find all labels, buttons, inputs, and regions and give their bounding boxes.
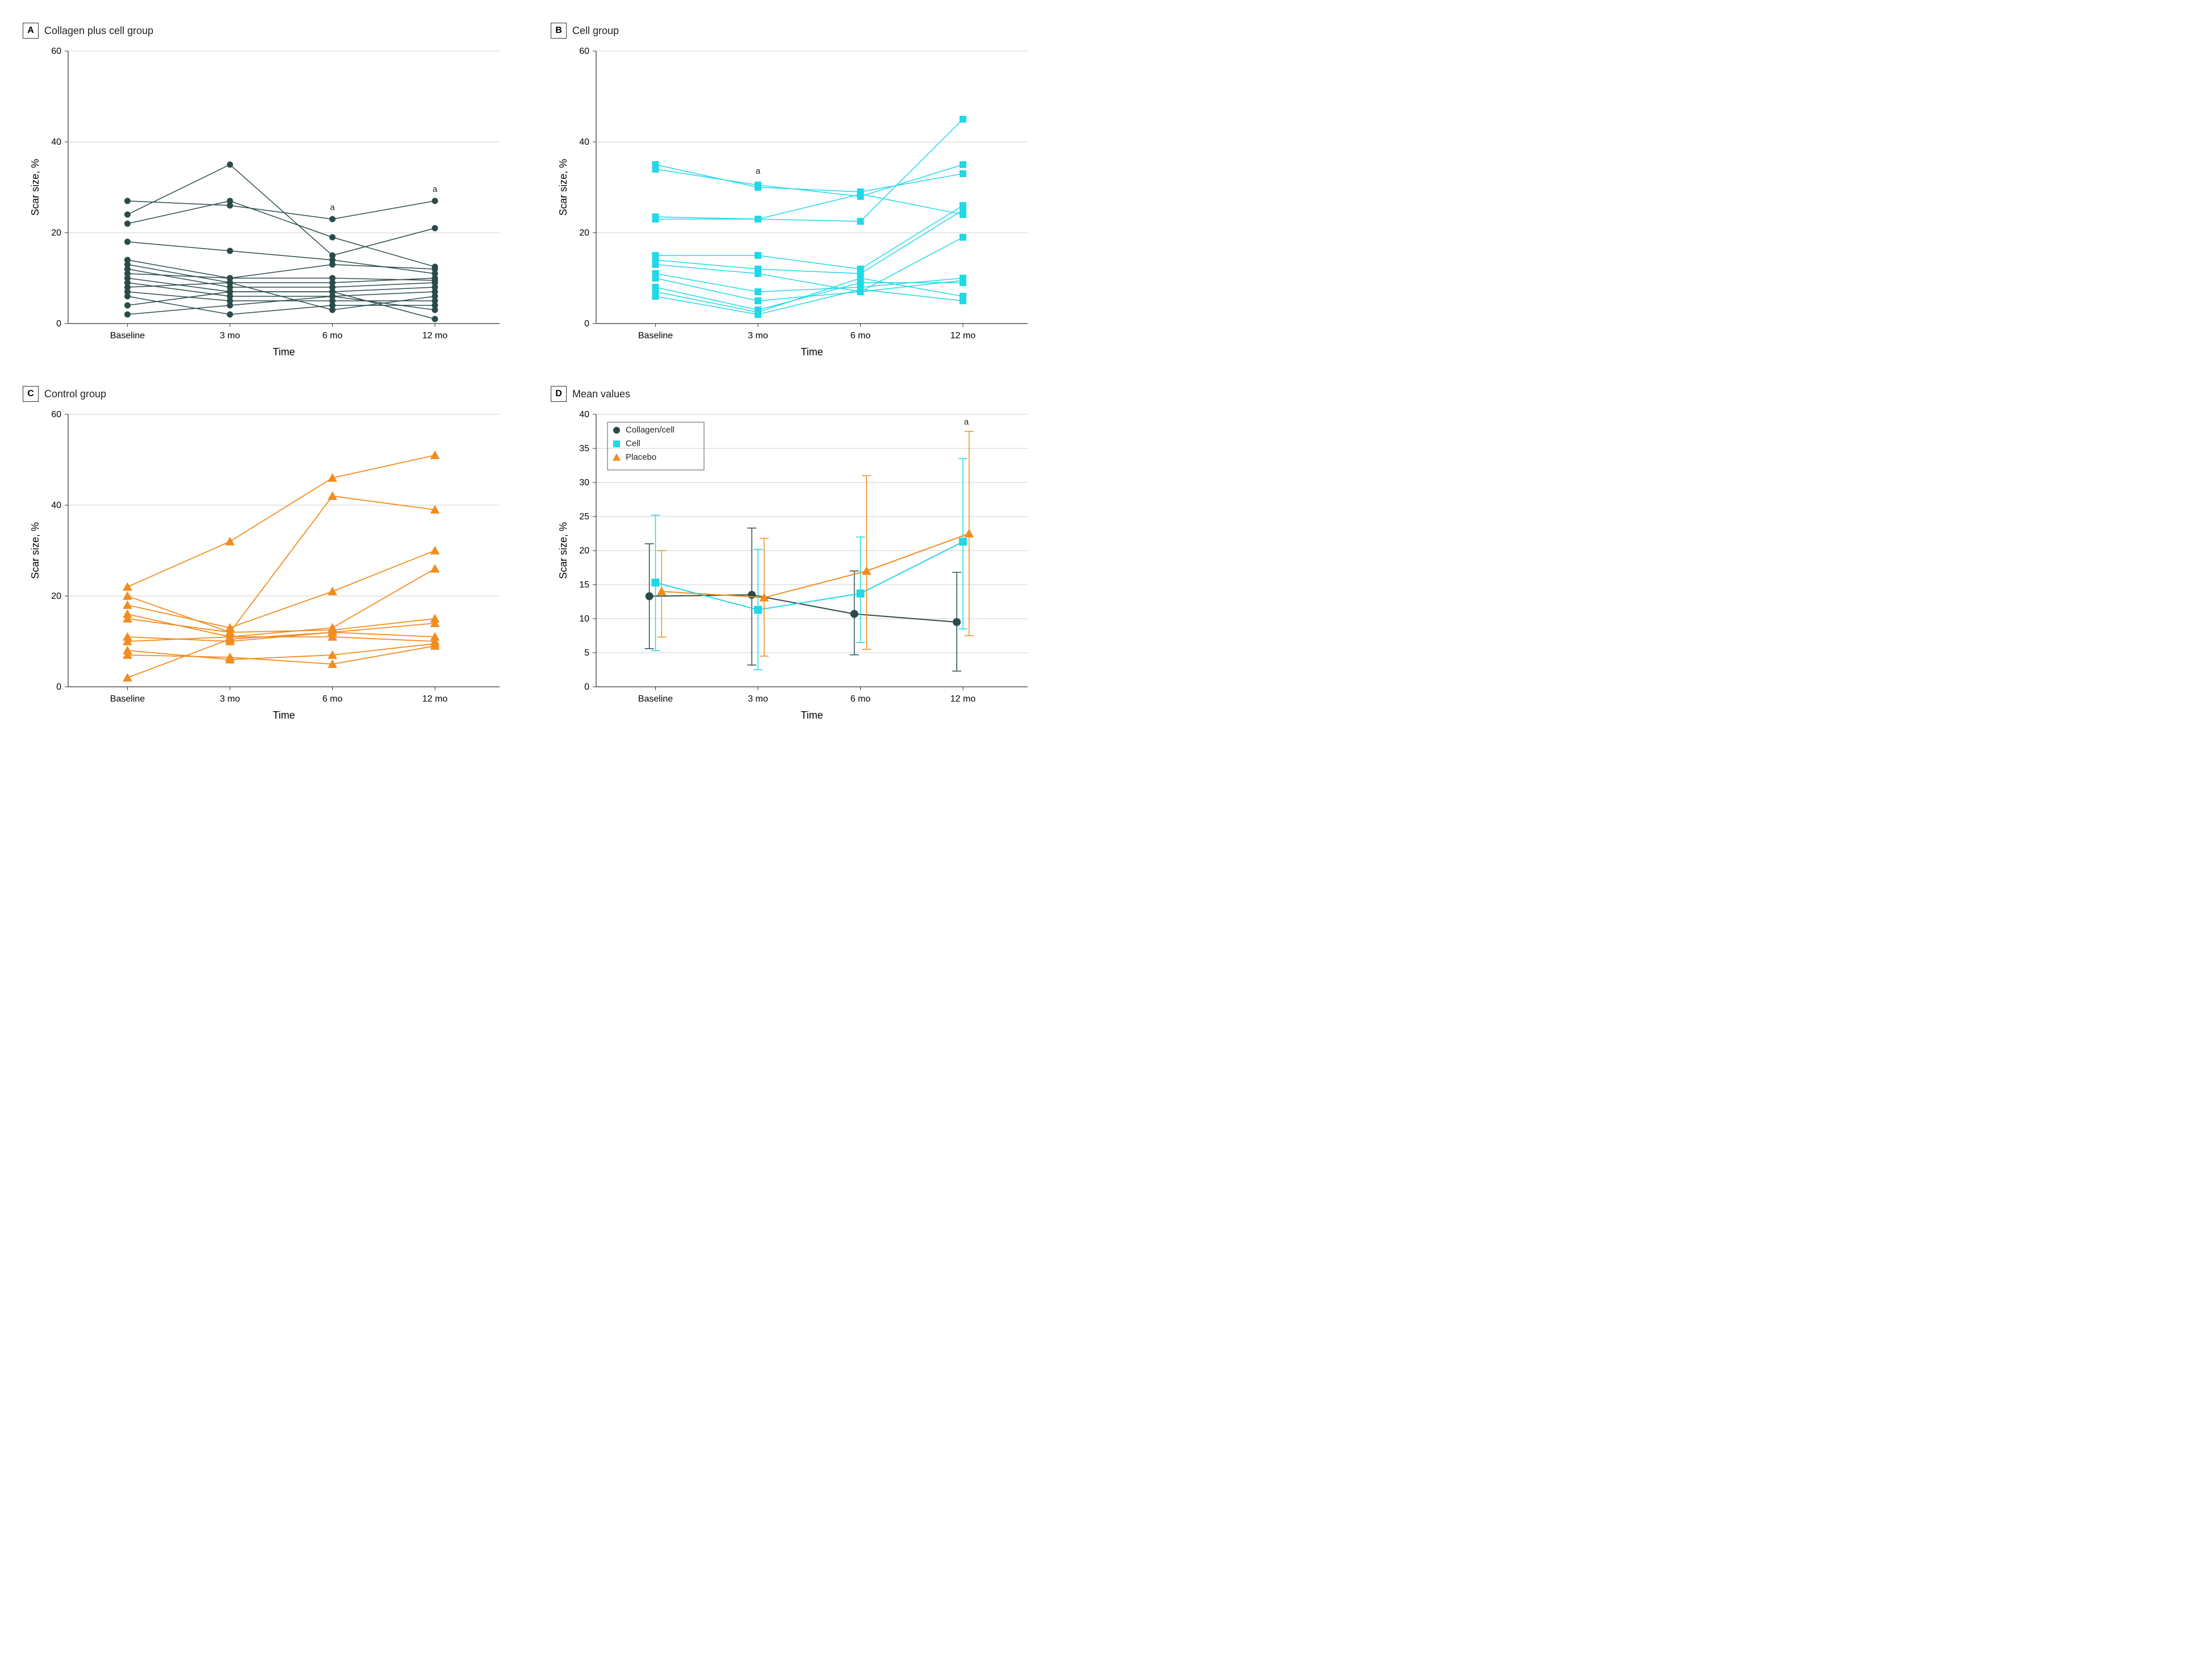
svg-text:a: a (330, 203, 335, 212)
svg-text:60: 60 (51, 47, 61, 56)
svg-text:3 mo: 3 mo (748, 331, 768, 341)
panel-letter-D: D (551, 386, 567, 402)
svg-text:60: 60 (579, 47, 589, 56)
svg-text:6 mo: 6 mo (851, 331, 871, 341)
svg-text:20: 20 (51, 228, 61, 238)
svg-text:Baseline: Baseline (638, 331, 673, 341)
panel-title-D: Mean values (572, 388, 630, 400)
panel-D: D Mean values 0 5 10 15 20 25 30 35 40 Baseline 3 … (551, 386, 1045, 727)
panel-D-header: D Mean values (551, 386, 1045, 402)
chart-A: 0 20 40 60 Baseline 3 mo 6 mo 12 mo Scar size, %… (23, 45, 517, 363)
panel-C: C Control group 0 20 40 60 Baseline 3 mo 6 mo 1… (23, 386, 517, 727)
svg-text:6 mo: 6 mo (322, 694, 343, 704)
svg-text:a: a (756, 166, 761, 176)
svg-text:0: 0 (584, 682, 589, 692)
svg-text:Scar size, %: Scar size, % (30, 159, 41, 216)
panel-letter-C: C (23, 386, 39, 402)
svg-text:a: a (964, 417, 969, 427)
svg-text:40: 40 (579, 137, 589, 147)
svg-text:20: 20 (579, 546, 589, 556)
svg-text:Placebo: Placebo (626, 452, 656, 462)
svg-text:Time: Time (801, 710, 823, 721)
panel-title-C: Control group (44, 388, 106, 400)
panel-C-header: C Control group (23, 386, 517, 402)
svg-text:40: 40 (51, 501, 61, 510)
svg-text:Scar size, %: Scar size, % (558, 522, 569, 579)
svg-text:Baseline: Baseline (110, 694, 145, 704)
svg-text:0: 0 (584, 319, 589, 329)
panel-letter-A: A (23, 23, 39, 39)
svg-text:5: 5 (584, 648, 589, 658)
svg-text:a: a (433, 184, 438, 194)
svg-text:Scar size, %: Scar size, % (558, 159, 569, 216)
figure-grid: A Collagen plus cell group 0 20 40 60 Baseli… (23, 23, 1045, 727)
svg-text:12 mo: 12 mo (950, 694, 976, 704)
svg-text:Scar size, %: Scar size, % (30, 522, 41, 579)
svg-text:40: 40 (579, 410, 589, 419)
panel-B-header: B Cell group (551, 23, 1045, 39)
svg-text:6 mo: 6 mo (322, 331, 343, 341)
panel-A: A Collagen plus cell group 0 20 40 60 Baseli… (23, 23, 517, 363)
svg-text:Collagen/cell: Collagen/cell (626, 425, 675, 435)
svg-text:35: 35 (579, 444, 589, 454)
svg-text:Time: Time (801, 346, 823, 358)
panel-A-header: A Collagen plus cell group (23, 23, 517, 39)
svg-text:20: 20 (51, 591, 61, 601)
svg-text:12 mo: 12 mo (422, 694, 448, 704)
svg-text:25: 25 (579, 512, 589, 522)
chart-B: 0 20 40 60 Baseline 3 mo 6 mo 12 mo Scar size, %… (551, 45, 1045, 363)
svg-text:Time: Time (273, 346, 295, 358)
svg-text:15: 15 (579, 580, 589, 590)
svg-text:Time: Time (273, 710, 295, 721)
panel-title-A: Collagen plus cell group (44, 25, 153, 37)
svg-text:40: 40 (51, 137, 61, 147)
chart-C: 0 20 40 60 Baseline 3 mo 6 mo 12 mo Scar size, %… (23, 409, 517, 727)
chart-D: 0 5 10 15 20 25 30 35 40 Baseline 3 mo 6 mo 12 mo Sca… (551, 409, 1045, 727)
panel-letter-B: B (551, 23, 567, 39)
svg-text:0: 0 (56, 319, 61, 329)
svg-text:3 mo: 3 mo (220, 694, 240, 704)
svg-text:3 mo: 3 mo (220, 331, 240, 341)
svg-text:10: 10 (579, 614, 589, 624)
svg-text:0: 0 (56, 682, 61, 692)
svg-text:12 mo: 12 mo (950, 331, 976, 341)
panel-title-B: Cell group (572, 25, 619, 37)
svg-text:Cell: Cell (626, 439, 640, 448)
svg-text:12 mo: 12 mo (422, 331, 448, 341)
svg-text:6 mo: 6 mo (851, 694, 871, 704)
svg-text:3 mo: 3 mo (748, 694, 768, 704)
svg-text:Baseline: Baseline (638, 694, 673, 704)
svg-text:60: 60 (51, 410, 61, 419)
svg-text:30: 30 (579, 478, 589, 488)
svg-text:20: 20 (579, 228, 589, 238)
panel-B: B Cell group 0 20 40 60 Baseline 3 mo 6 mo 12 m… (551, 23, 1045, 363)
svg-text:Baseline: Baseline (110, 331, 145, 341)
